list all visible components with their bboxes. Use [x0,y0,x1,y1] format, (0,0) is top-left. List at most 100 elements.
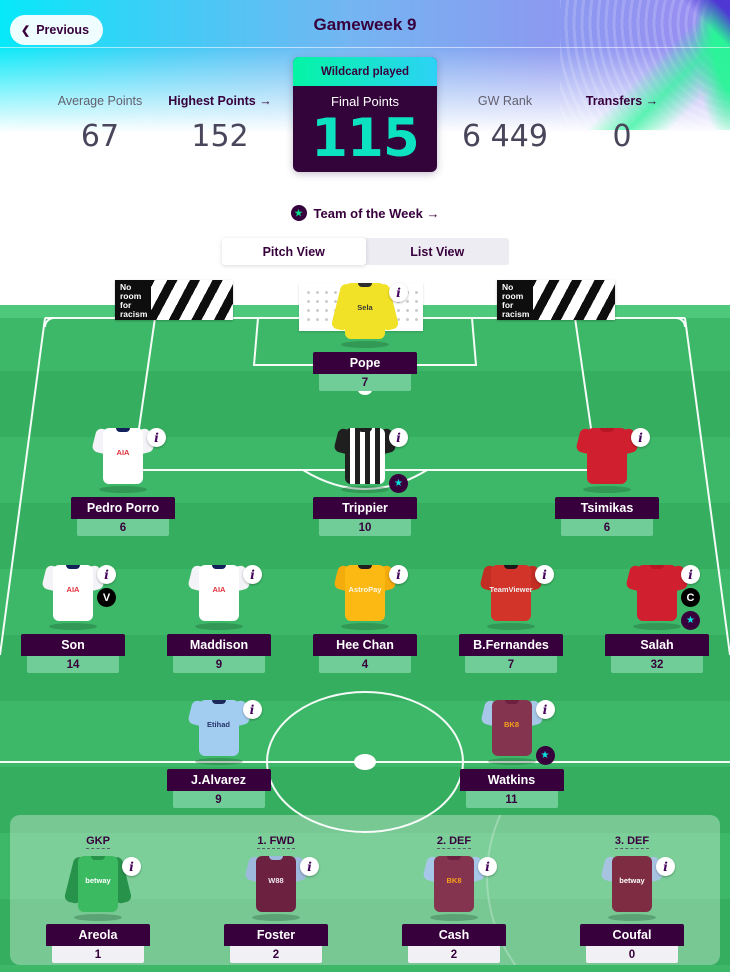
midfielder-row: AIA i V Son 14 AIA i Maddison 9 AstroPay… [0,564,730,673]
stat-highest-points[interactable]: Highest Points → 152 [145,94,295,154]
goalkeeper-row: Sela i Pope 7 [0,282,730,391]
jersey-b-fernandes: TeamViewer [479,564,543,630]
player-card-j-alvarez[interactable]: Etihad i J.Alvarez 9 [164,699,274,808]
jersey-tsimikas [575,427,639,493]
totw-label: Team of the Week → [313,205,440,221]
team-of-the-week-link[interactable]: ★ Team of the Week → [0,205,730,221]
previous-gameweek-button[interactable]: ❮ Previous [10,15,104,45]
bench-slot-label: 1. FWD [257,835,295,849]
player-name: B.Fernandes [459,634,563,656]
jersey-sponsor: AIA [116,448,130,457]
stat-value: 0 [612,119,632,154]
info-icon[interactable]: i [97,565,116,584]
jersey-trippier [333,427,397,493]
player-name: Pope [313,352,417,374]
info-icon[interactable]: i [681,565,700,584]
bench-card-cash[interactable]: 2. DEF BK8 i Cash 2 [399,835,509,965]
bench-card-foster[interactable]: 1. FWD W88 i Foster 2 [221,835,331,965]
dream-team-star-icon: ★ [535,746,555,765]
info-icon[interactable]: i [656,857,675,876]
info-icon[interactable]: i [300,857,319,876]
jersey-sponsor: Sela [357,303,373,312]
player-card-maddison[interactable]: AIA i Maddison 9 [164,564,274,673]
player-card-hee-chan[interactable]: AstroPay i Hee Chan 4 [310,564,420,673]
player-points: 0 [586,946,678,963]
player-points: 2 [408,946,500,963]
info-icon[interactable]: i [147,428,166,447]
arrow-right-icon: → [259,94,272,108]
jersey-sponsor: AIA [66,585,80,594]
player-points: 9 [172,791,265,808]
player-name: Tsimikas [555,497,659,519]
player-card-salah[interactable]: i C ★ Salah 32 [602,564,712,673]
jersey-sponsor: TeamViewer [489,585,533,594]
player-name: Maddison [167,634,271,656]
jersey-j-alvarez: Etihad [186,699,251,765]
player-name: Coufal [580,924,684,946]
player-points: 4 [319,656,411,673]
jersey-sponsor: AstroPay [348,585,382,594]
player-card-pope[interactable]: Sela i Pope 7 [310,282,420,391]
jersey-maddison: AIA [187,564,251,630]
info-icon[interactable]: i [389,565,408,584]
player-points: 9 [173,656,265,673]
player-points: 10 [319,519,411,536]
player-name: Areola [46,924,150,946]
player-points: 2 [230,946,322,963]
wildcard-played-chip: Wildcard played [293,57,437,86]
player-name: Watkins [459,769,564,791]
player-card-pedro-porro[interactable]: AIA i Pedro Porro 6 [68,427,178,536]
player-card-tsimikas[interactable]: i Tsimikas 6 [552,427,662,536]
bench-card-coufal[interactable]: 3. DEF betway i Coufal 0 [577,835,687,965]
info-icon[interactable]: i [535,700,555,719]
info-icon[interactable]: i [243,565,262,584]
jersey-salah [625,564,689,630]
player-name: Trippier [313,497,417,519]
info-icon[interactable]: i [631,428,650,447]
no-room-for-racism-banner: No room for racism [497,280,615,320]
player-card-watkins[interactable]: BK8 i ★ Watkins 11 [457,699,567,808]
info-icon[interactable]: i [535,565,554,584]
bench-card-areola[interactable]: GKP betway i Areola 1 [43,835,153,965]
captain-badge: C [681,588,700,607]
centre-spot [354,754,376,770]
player-card-trippier[interactable]: i ★ Trippier 10 [310,427,420,536]
info-icon[interactable]: i [389,283,408,302]
tab-pitch-view[interactable]: Pitch View [222,238,366,265]
info-icon[interactable]: i [478,857,497,876]
jersey-sponsor: BK8 [503,720,519,729]
player-name: Pedro Porro [71,497,175,519]
totw-star-icon: ★ [290,205,307,221]
stat-gw-rank: GW Rank 6 449 [430,94,580,154]
player-card-son[interactable]: AIA i V Son 14 [18,564,128,673]
player-card-b-fernandes[interactable]: TeamViewer i B.Fernandes 7 [456,564,566,673]
stat-value: 6 449 [462,119,548,154]
view-toggle: Pitch View List View [222,238,509,265]
stat-label[interactable]: Transfers → [585,94,659,108]
player-name: Salah [605,634,709,656]
player-points: 7 [465,656,557,673]
top-bar: ❮ Previous Gameweek 9 [0,0,730,48]
info-icon[interactable]: i [242,700,262,719]
jersey-coufal: betway [600,855,664,921]
stat-transfers[interactable]: Transfers → 0 [547,94,697,154]
player-name: Hee Chan [313,634,417,656]
arrow-right-icon: → [645,94,659,108]
jersey-cash: BK8 [422,855,486,921]
info-icon[interactable]: i [389,428,408,447]
jersey-sponsor: betway [85,876,111,885]
jersey-sponsor: W88 [268,876,284,885]
player-name: J.Alvarez [166,769,271,791]
info-icon[interactable]: i [122,857,141,876]
stat-label[interactable]: Highest Points → [168,94,272,108]
previous-label: Previous [36,23,90,37]
vice-captain-badge: V [97,588,116,607]
bench-slot-label: 3. DEF [614,835,650,849]
jersey-son: AIA [41,564,105,630]
player-points: 11 [465,791,558,808]
bench-panel: GKP betway i Areola 1 1. FWD W88 i Foste… [10,815,720,965]
tab-list-view[interactable]: List View [410,244,465,259]
player-points: 1 [52,946,144,963]
jersey-sponsor: BK8 [446,876,462,885]
